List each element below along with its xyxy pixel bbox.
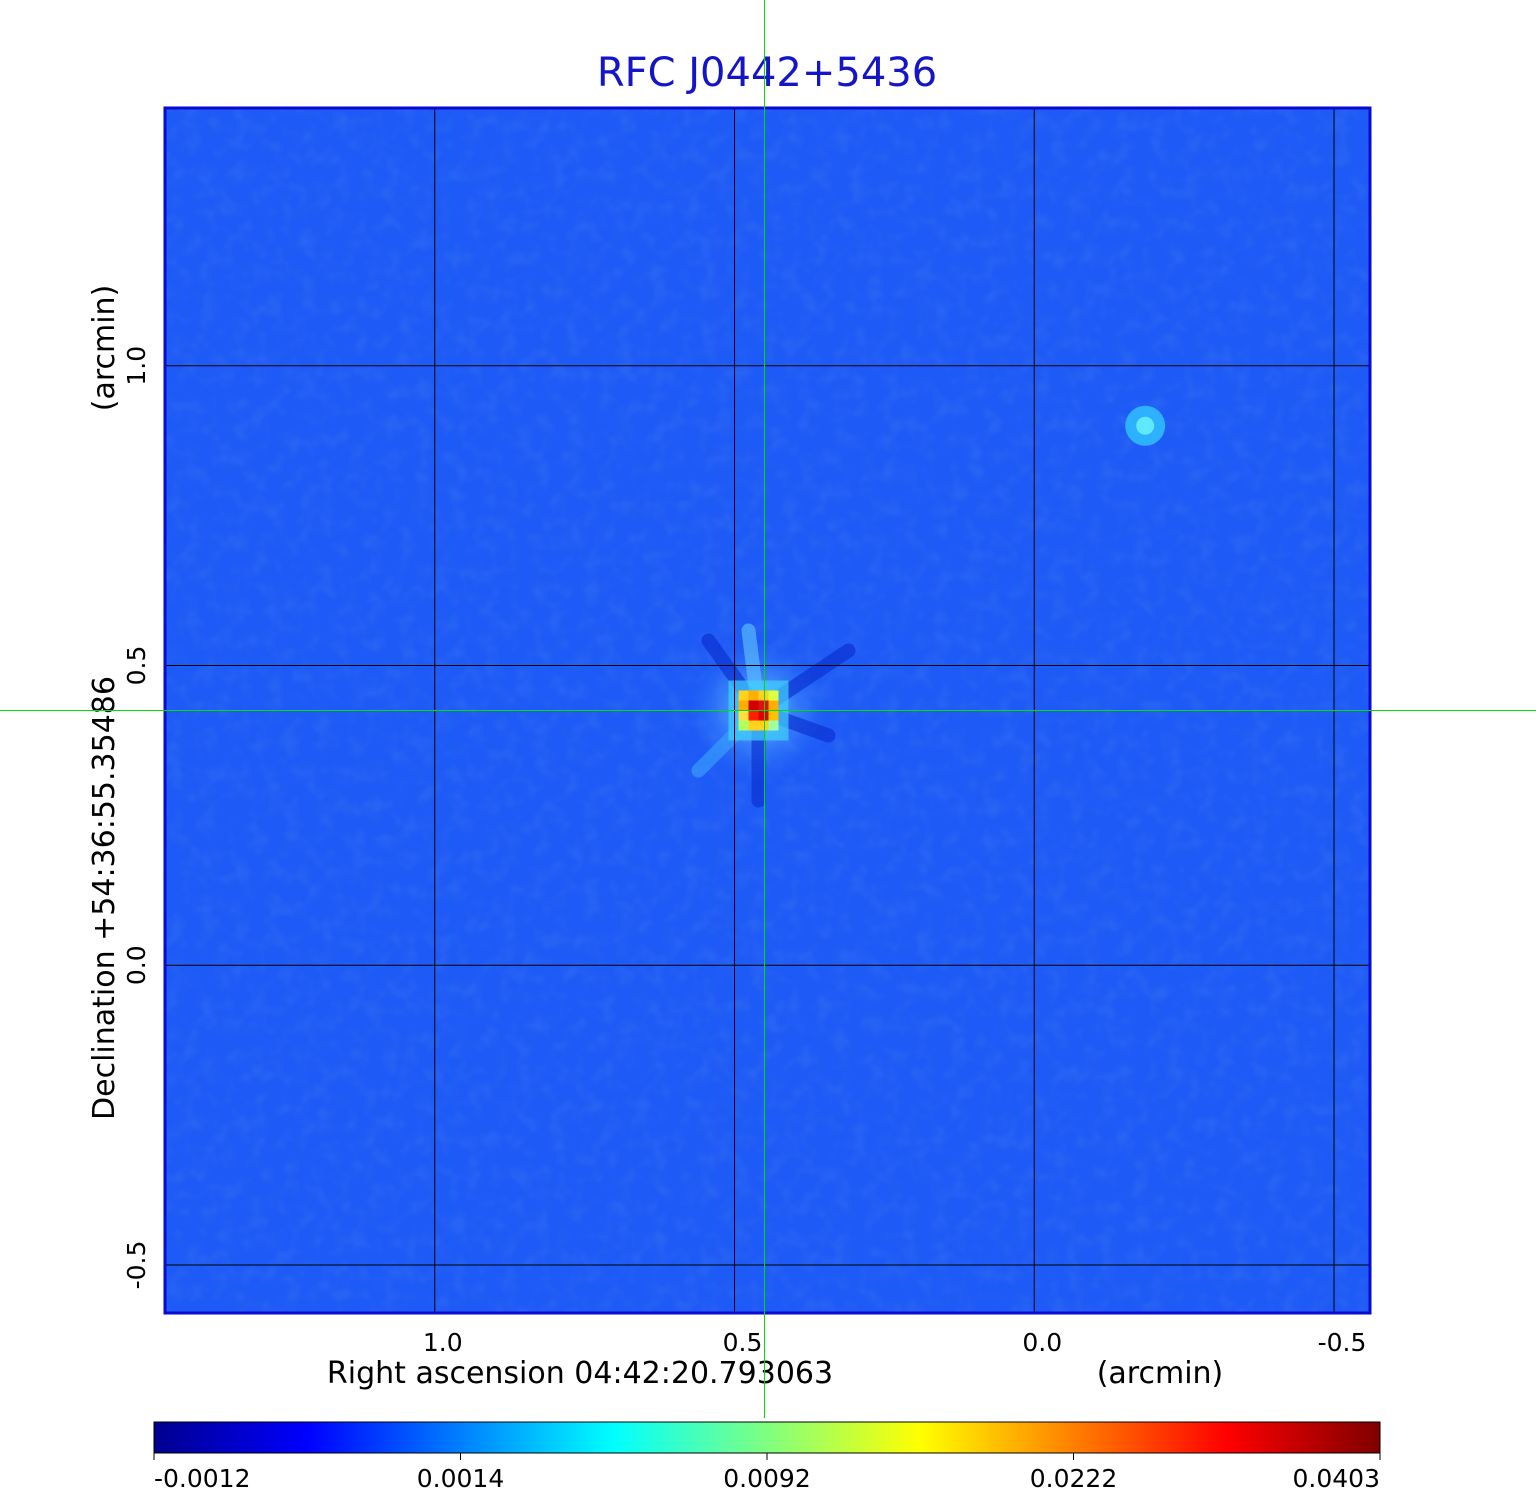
x-tick-label: 0.0 [1022, 1328, 1062, 1357]
y-axis-label: Declination +54:36:55.35486 [87, 676, 122, 1120]
y-axis-unit: (arcmin) [87, 285, 122, 412]
secondary-source-core [1136, 416, 1155, 435]
y-tick-label: -0.5 [122, 1241, 151, 1290]
colorbar-tick-label: 0.0014 [417, 1464, 504, 1493]
chart-title: RFC J0442+5436 [597, 50, 937, 96]
x-tick-label: -0.5 [1318, 1328, 1367, 1357]
peak-pixel [758, 700, 769, 711]
peak-pixel [758, 690, 769, 701]
colorbar [153, 1421, 1381, 1454]
peak-pixel [738, 710, 749, 721]
peak-pixel [748, 720, 759, 731]
colorbar-tick-label: 0.0222 [1030, 1464, 1117, 1493]
colorbar-ticks: -0.0012 0.0014 0.0092 0.0222 0.0403 [153, 1453, 1381, 1493]
y-tick-label: 0.0 [122, 945, 151, 985]
y-ticks: 1.0 0.5 0.0 -0.5 [122, 346, 151, 1290]
peak-pixel [768, 690, 779, 701]
peak-pixel [758, 710, 769, 721]
peak-pixel [738, 700, 749, 711]
x-ticks: 1.0 0.5 0.0 -0.5 [423, 1328, 1367, 1357]
colorbar-tick-label: -0.0012 [154, 1464, 251, 1493]
y-tick-label: 1.0 [122, 346, 151, 386]
peak-pixel [758, 720, 769, 731]
x-tick-label: 0.5 [723, 1328, 763, 1357]
peak-pixel [768, 700, 779, 711]
peak-pixel [738, 690, 749, 701]
x-axis-label: Right ascension 04:42:20.793063 [327, 1356, 833, 1391]
crosshair [0, 0, 1536, 1418]
x-tick-label: 1.0 [423, 1328, 463, 1357]
peak-pixel [768, 710, 779, 721]
colorbar-tick-label: 0.0403 [1293, 1464, 1380, 1493]
peak-pixel [768, 720, 779, 731]
peak-pixel [738, 720, 749, 731]
peak-pixel [748, 690, 759, 701]
colorbar-tick-label: 0.0092 [723, 1464, 810, 1493]
y-tick-label: 0.5 [122, 646, 151, 686]
x-axis-unit: (arcmin) [1097, 1356, 1224, 1391]
peak-pixel [748, 710, 759, 721]
peak-pixel [748, 700, 759, 711]
